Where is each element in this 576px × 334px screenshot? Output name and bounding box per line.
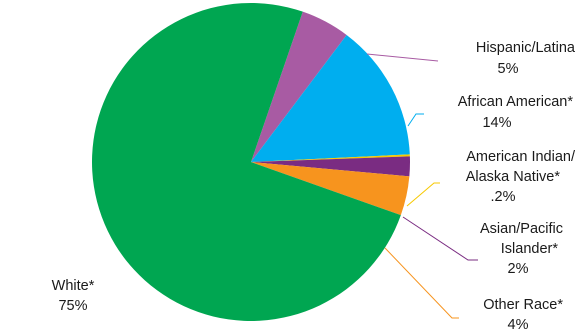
value-american-indian: .2% [491,189,516,205]
leader-line-other-race [384,247,459,319]
label-american-indian-line1: American Indian/ [466,149,576,165]
leader-line-hispanic [366,53,439,62]
label-american-indian-line2: Alaska Native* [466,169,561,185]
leader-lines [366,53,478,319]
value-african-american: 14% [482,115,511,131]
leader-line-american-indian [406,182,440,207]
label-asian-line1: Asian/Pacific [480,221,563,237]
leader-line-african-american [407,113,424,127]
value-white: 75% [58,298,87,314]
value-asian: 2% [508,261,529,277]
label-african-american: African American* [458,94,574,110]
slice-hispanic [251,11,347,162]
slice-american-indian [251,154,410,162]
value-hispanic: 5% [498,61,519,77]
value-other-race: 4% [508,317,529,333]
slice-white [91,2,401,321]
slice-african-american [251,34,410,162]
label-white: White* [52,278,95,294]
label-other-race: Other Race* [483,297,563,313]
pie-slices [91,2,410,321]
label-hispanic: Hispanic/Latina [476,40,576,56]
leader-line-asian-pacific [402,216,478,261]
slice-asian-pacific [251,156,410,177]
label-asian-line2: Islander* [501,241,559,257]
slice-other-race [251,162,410,216]
